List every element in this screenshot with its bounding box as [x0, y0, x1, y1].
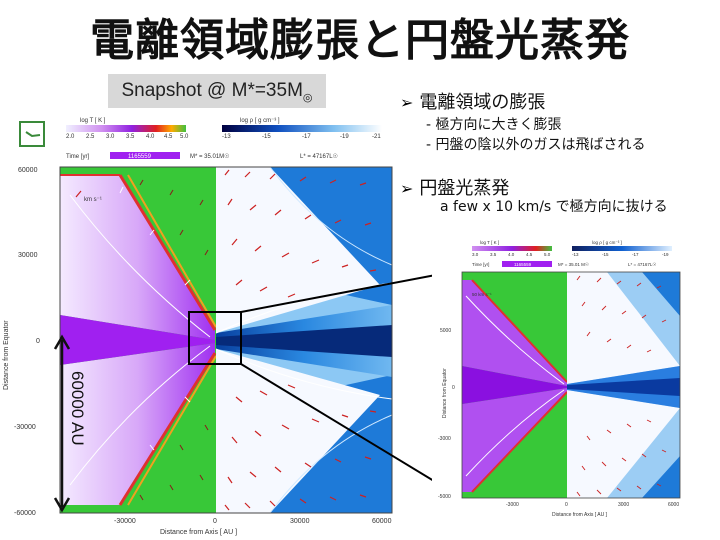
tick-label: 3.5	[490, 252, 497, 257]
inset-x-tick: 3000	[618, 502, 629, 508]
inset-x-tick: -3000	[506, 502, 519, 508]
tick-label: 5.0	[180, 134, 189, 140]
snapshot-label: Snapshot @ M*=35M	[121, 80, 303, 101]
zoom-region-box	[188, 311, 242, 365]
inset-luminosity-label: L* = 47167L☉	[628, 262, 657, 267]
bullet-arrow-icon: ➢	[400, 179, 414, 198]
y-tick: -60000	[14, 510, 36, 517]
inset-x-axis-label: Distance from Axis [ AU ]	[552, 512, 608, 518]
inset-colorbar-temperature	[472, 246, 552, 251]
inset-time-label: Time [yr]	[472, 262, 489, 267]
snapshot-label-box: Snapshot @ M*=35M◎	[108, 74, 326, 108]
tick-label: 4.0	[146, 134, 155, 140]
velocity-scale-label: km s⁻¹	[84, 197, 102, 203]
y-axis-label: Distance from Equator	[3, 320, 10, 390]
legend-icon	[19, 121, 45, 147]
x-tick: 30000	[290, 518, 310, 525]
tick-label: -19	[340, 134, 349, 140]
x-axis-label: Distance from Axis [ AU ]	[160, 529, 237, 536]
colorbar-T-label: log T [ K ]	[80, 118, 106, 124]
x-tick: 0	[213, 518, 217, 525]
tick-label: 4.0	[508, 252, 515, 257]
scale-bar: 60000 AU	[53, 334, 87, 513]
tick-label: 2.0	[66, 134, 75, 140]
page-title: 電離領域膨張と円盤光蒸発	[90, 15, 630, 66]
bullet-sub-item: - 円盤の陰以外のガスは飛ばされる	[426, 137, 646, 153]
bullet-ionized-expansion: ➢ 電離領域の膨張	[400, 92, 546, 113]
tick-label: 5.0	[544, 252, 551, 257]
tick-label: 4.5	[164, 134, 173, 140]
time-value: 1165559	[128, 154, 152, 160]
inset-y-tick: -3000	[438, 436, 451, 442]
scale-bar-label: 60000 AU	[68, 371, 87, 446]
mass-label: M* = 35.01M☉	[190, 153, 230, 160]
simulation-figure: log T [ K ] 2.0 2.5 3.0 3.5 4.0 4.5 5.0 …	[0, 115, 400, 536]
inset-plot: 50 km s⁻¹	[461, 271, 681, 499]
inset-colorbar-rho-label: log ρ [ g cm⁻³ ]	[592, 240, 622, 245]
x-tick: -30000	[114, 518, 136, 525]
y-tick: 30000	[18, 252, 38, 259]
inset-velocity-label: 50 km s⁻¹	[472, 292, 492, 297]
inset-colorbar-T-label: log T [ K ]	[480, 240, 499, 245]
tick-label: 3.0	[106, 134, 115, 140]
velocity-arrows-left	[119, 186, 191, 451]
time-label: Time [yr]	[66, 154, 89, 160]
tick-label: -19	[662, 252, 669, 257]
luminosity-label: L* = 47167L☉	[300, 153, 338, 160]
inset-x-tick: 6000	[668, 502, 679, 508]
bullet-sub-item: - 極方向に大きく膨張	[426, 117, 562, 133]
simulation-plot: km s⁻¹	[59, 166, 393, 514]
inset-time-value: 1165559	[514, 262, 532, 267]
tick-label: -13	[572, 252, 579, 257]
bullet-sub-item: a few x 10 km/s で極方向に抜ける	[440, 199, 668, 215]
tick-label: 2.5	[86, 134, 95, 140]
tick-label: -15	[262, 134, 271, 140]
colorbar-rho-label: log ρ [ g cm⁻³ ]	[240, 118, 280, 124]
inset-y-tick: 0	[452, 385, 455, 391]
tick-label: -17	[632, 252, 639, 257]
colorbar-temperature	[66, 125, 186, 132]
inset-y-tick: -5000	[438, 494, 451, 500]
tick-label: -15	[602, 252, 609, 257]
inset-velocity-arrows	[576, 275, 667, 497]
tick-label: 3.0	[472, 252, 479, 257]
bullet-arrow-icon: ➢	[400, 93, 414, 112]
tick-label: -13	[222, 134, 231, 140]
x-tick: 60000	[372, 518, 392, 525]
zoomed-inset-figure: log T [ K ] 3.0 3.5 4.0 4.5 5.0 log ρ [ …	[432, 236, 690, 540]
inset-y-tick: 5000	[440, 328, 451, 334]
colorbar-density	[222, 125, 382, 132]
inset-x-tick: 0	[565, 502, 568, 508]
inset-mass-label: M* = 35.01 M☉	[558, 262, 590, 267]
tick-label: -21	[372, 134, 381, 140]
y-tick: 60000	[18, 167, 38, 174]
tick-label: 4.5	[526, 252, 533, 257]
velocity-arrows-green	[139, 179, 209, 501]
inset-y-axis-label: Distance from Equator	[442, 368, 448, 418]
y-tick: 0	[36, 338, 40, 345]
inset-colorbar-density	[572, 246, 672, 251]
tick-label: 3.5	[126, 134, 135, 140]
bullet-photoevaporation: ➢ 円盤光蒸発	[400, 178, 510, 199]
y-tick: -30000	[14, 424, 36, 431]
tick-label: -17	[302, 134, 311, 140]
